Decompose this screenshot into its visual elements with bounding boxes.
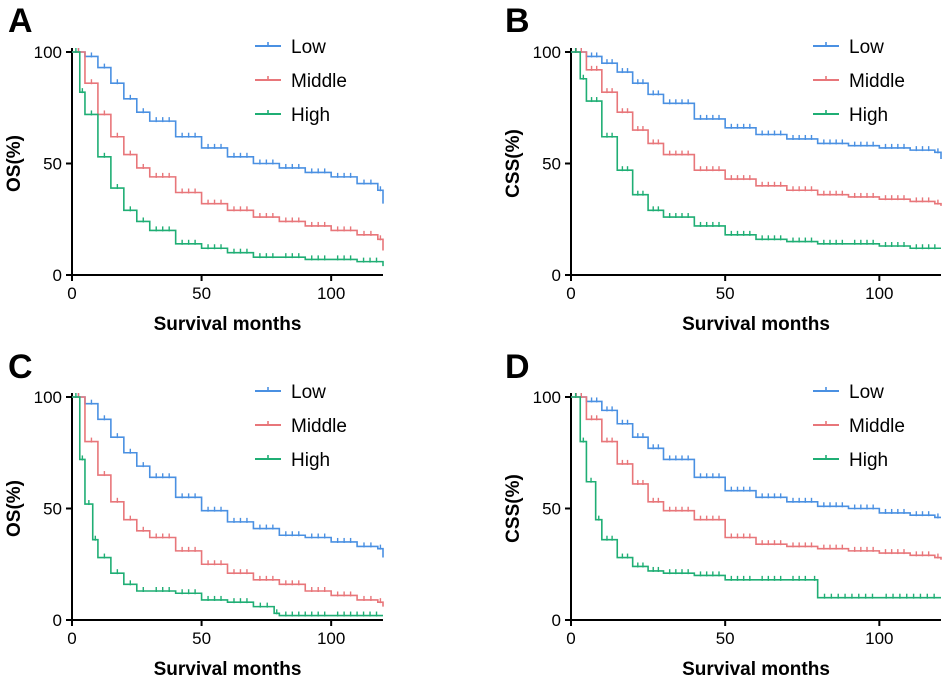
censor-marks-high	[75, 48, 378, 263]
curve-high	[72, 51, 384, 267]
legend-label-low: Low	[849, 37, 884, 58]
curve-low	[571, 51, 942, 160]
legend-label-low: Low	[291, 37, 326, 58]
legend-label-middle: Middle	[291, 416, 347, 437]
panel-d: D 0 50 100 0 50 100 Survival months CSS(%) Low Mid…	[503, 348, 942, 680]
legend-label-low: Low	[291, 382, 326, 403]
y-tick-label: 50	[542, 155, 561, 174]
x-tick-label: 100	[865, 629, 893, 648]
y-tick-label: 100	[34, 388, 62, 407]
censor-marks-middle	[77, 48, 382, 241]
legend: Low Middle High	[813, 382, 905, 471]
x-tick-label: 0	[67, 629, 76, 648]
y-tick-label: 0	[552, 611, 561, 630]
curve-low	[571, 396, 941, 519]
legend: Low Middle High	[255, 37, 347, 126]
curve-low	[72, 396, 384, 558]
x-tick-label: 50	[192, 284, 211, 303]
y-tick-label: 100	[34, 43, 62, 62]
y-tick-label: 0	[53, 266, 62, 285]
x-tick-label: 50	[192, 629, 211, 648]
censor-marks-high	[574, 48, 936, 250]
y-axis-title: OS(%)	[4, 480, 25, 537]
legend-label-high: High	[849, 105, 888, 126]
y-tick-label: 50	[43, 155, 62, 174]
y-tick-label: 0	[552, 266, 561, 285]
panel-letter: C	[8, 348, 33, 386]
y-tick-label: 50	[43, 500, 62, 519]
curve-middle	[72, 396, 384, 607]
panel-letter: A	[8, 2, 33, 40]
censor-marks-low	[77, 48, 382, 192]
x-tick-label: 100	[317, 629, 345, 648]
x-tick-label: 0	[67, 284, 76, 303]
censor-marks-low	[575, 48, 939, 154]
x-tick-label: 0	[566, 284, 575, 303]
panel-letter: B	[505, 2, 530, 40]
legend-label-middle: Middle	[849, 416, 905, 437]
censor-marks-low	[77, 393, 382, 550]
curve-middle	[571, 396, 942, 560]
x-axis-title: Survival months	[154, 314, 302, 335]
y-tick-label: 0	[53, 611, 62, 630]
x-tick-label: 50	[716, 284, 735, 303]
curve-middle	[72, 51, 384, 251]
panel-b: B 0 50 100 0 50 100 Survival months CSS(%) Low Mid…	[503, 2, 942, 335]
panel-c: C 0 50 100 0 50 100 Survival months OS(%) Low Midd…	[4, 348, 384, 680]
censor-marks-high	[574, 393, 935, 599]
x-axis-title: Survival months	[154, 659, 302, 680]
panel-a: A 0 50 100 0 50 100 Survival months OS(%) Low Midd…	[4, 2, 384, 335]
censor-marks-middle	[575, 48, 939, 205]
curve-high	[571, 51, 941, 250]
y-tick-label: 50	[542, 500, 561, 519]
panels-group: A 0 50 100 0 50 100 Survival months OS(%) Low Midd…	[4, 2, 942, 680]
curve-middle	[571, 51, 942, 206]
legend-label-high: High	[291, 450, 330, 471]
censor-marks-high	[75, 393, 378, 617]
panel-letter: D	[505, 348, 530, 386]
y-axis-title: CSS(%)	[503, 129, 524, 198]
legend-label-high: High	[849, 450, 888, 471]
censor-marks-middle	[77, 393, 382, 604]
y-axis-title: CSS(%)	[503, 474, 524, 543]
y-tick-label: 100	[533, 388, 561, 407]
legend-label-middle: Middle	[291, 71, 347, 92]
legend-label-high: High	[291, 105, 330, 126]
x-axis-title: Survival months	[682, 659, 830, 680]
legend: Low Middle High	[813, 37, 905, 126]
legend-label-low: Low	[849, 382, 884, 403]
x-axis-title: Survival months	[682, 314, 830, 335]
x-tick-label: 100	[865, 284, 893, 303]
legend: Low Middle High	[255, 382, 347, 471]
curve-low	[72, 51, 384, 204]
x-tick-label: 0	[566, 629, 575, 648]
legend-label-middle: Middle	[849, 71, 905, 92]
y-tick-label: 100	[533, 43, 561, 62]
y-axis-title: OS(%)	[4, 135, 25, 192]
x-tick-label: 100	[317, 284, 345, 303]
x-tick-label: 50	[716, 629, 735, 648]
